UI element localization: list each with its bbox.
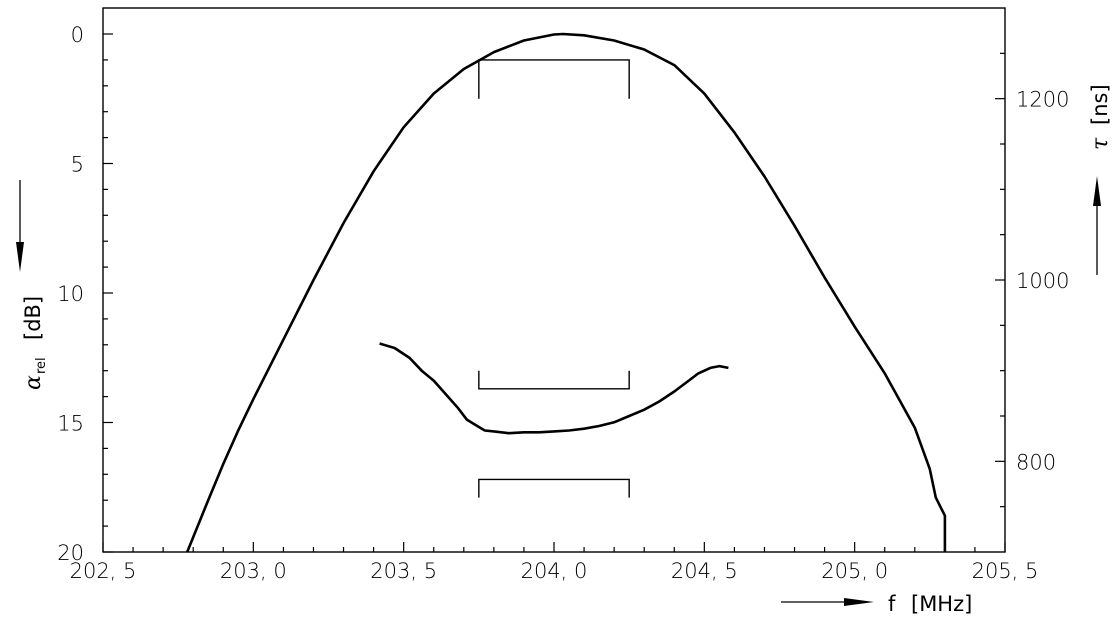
y-left-tick-label: 0 [71,23,84,47]
y-right-tick-label: 1200 [1016,88,1069,112]
tolerance-bracket [478,59,630,99]
y-right-title: τ [ns] [1088,84,1113,150]
tolerance-bracket [478,478,630,498]
y-left-tick-label: 5 [71,153,84,177]
x-tick-label: 205, 0 [821,559,888,583]
x-axis-label: f [888,592,896,616]
tolerance-marks [478,59,630,498]
x-tick-label: 205, 5 [972,559,1039,583]
y-left-title: α rel [dB] [21,296,49,390]
y-left-ticks: 0 5 10 15 20 [57,23,113,565]
group-delay-curve [379,342,729,435]
y-right-label: τ [1088,137,1113,150]
y-left-label: α [21,375,46,390]
y-right-ticks: 800 1000 1200 [995,52,1069,508]
x-ticks: 202, 5 203, 0 203, 5 204, 0 204, 5 205, 0 205,… [70,542,1039,583]
y-right-tick-label: 1000 [1016,269,1069,293]
x-tick-label: 202, 5 [70,559,137,583]
x-tick-label: 204, 0 [521,559,588,583]
y-left-tick-label: 15 [57,412,84,436]
y-left-tick-label: 10 [57,282,84,306]
y-left-arrow-head [16,242,24,272]
curves [185,32,947,553]
x-tick-label: 203, 0 [220,559,287,583]
attenuation-curve [185,32,947,553]
y-left-label-sub: rel [34,357,49,374]
x-axis-unit: [MHz] [911,592,972,616]
tolerance-bracket [478,370,630,390]
y-right-tick-label: 800 [1016,450,1056,474]
y-left-tick-label: 20 [57,541,84,565]
y-left-unit: [dB] [21,296,45,340]
y-right-unit: [ns] [1088,84,1112,125]
y-right-arrow-head [1093,176,1101,206]
x-tick-label: 203, 5 [370,559,437,583]
x-axis-arrow-head [844,598,874,606]
x-tick-label: 204, 5 [671,559,738,583]
plot-frame [102,7,1006,553]
